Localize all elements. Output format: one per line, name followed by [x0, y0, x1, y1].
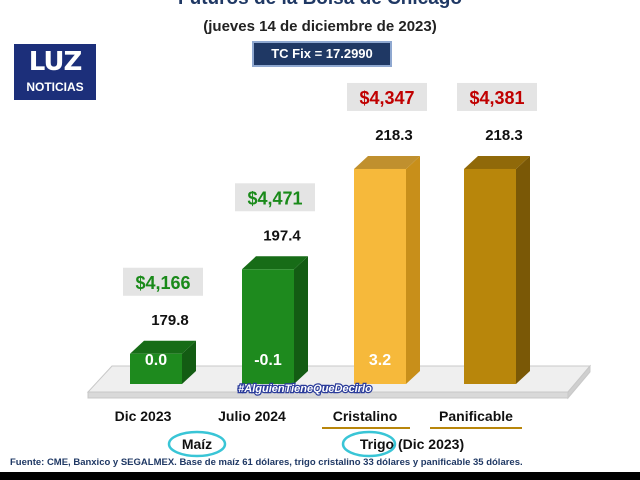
bar-variation-label-0: 0.0: [145, 352, 167, 369]
chart-title: Futuros de la Bolsa de Chicago: [0, 0, 640, 10]
chart-subtitle: (jueves 14 de diciembre de 2023): [203, 18, 437, 35]
bar-top-2: [354, 155, 420, 169]
tc-fix-badge: TC Fix = 17.2990: [252, 41, 392, 67]
group-label-trigo: Trigo (Dic 2023): [360, 436, 464, 452]
bar-3: [464, 168, 516, 384]
price-label-1: $4,471: [247, 188, 302, 208]
bar-value-label-2: 218.3: [375, 127, 413, 144]
category-label-2: Cristalino: [333, 408, 398, 424]
logo-mark: LUZ: [28, 47, 83, 77]
bar-side-0: [182, 340, 196, 384]
category-label-0: Dic 2023: [115, 408, 172, 424]
price-tag-1: [235, 183, 315, 212]
bar-variation-label-1: -0.1: [254, 352, 282, 369]
category-label-3: Panificable: [439, 408, 513, 424]
price-tag-3: [457, 82, 537, 111]
price-tag-2: [347, 82, 427, 111]
bar-value-label-0: 179.8: [151, 312, 189, 329]
group-label-maiz: Maíz: [182, 436, 212, 452]
price-tag-0: [123, 267, 203, 296]
bar-side-2: [406, 155, 420, 384]
group-circle-trigo: [341, 430, 397, 458]
price-label-0: $4,166: [135, 273, 190, 293]
bars-layer: [130, 155, 530, 384]
bar-top-1: [242, 256, 308, 270]
category-label-1: Julio 2024: [218, 408, 286, 424]
bottom-bar: [0, 472, 640, 480]
source-note: Fuente: CME, Banxico y SEGALMEX. Base de…: [10, 457, 523, 468]
watermark-hashtag: #AlguienTieneQueDecirlo: [238, 383, 372, 395]
bar-1: [242, 269, 294, 384]
floor-side: [567, 364, 591, 400]
price-label-3: $4,381: [469, 88, 524, 108]
bar-value-label-3: 218.3: [485, 127, 523, 144]
bar-2: [354, 168, 406, 384]
bar-0: [130, 353, 182, 384]
labels-layer: 0.0 179.8 $4,166 Dic 2023 -0.1 197.4 $4,471 Jul…: [115, 82, 537, 458]
bar-top-3: [464, 155, 530, 169]
bar-side-1: [294, 256, 308, 384]
price-label-2: $4,347: [359, 88, 414, 108]
luz-noticias-logo: LUZ NOTICIAS: [14, 44, 96, 100]
bar-variation-label-2: 3.2: [369, 352, 391, 369]
logo-text: NOTICIAS: [26, 80, 84, 94]
group-circle-maiz: [167, 430, 227, 458]
bar-top-0: [130, 340, 196, 354]
bar-value-label-1: 197.4: [263, 227, 301, 244]
bar-side-3: [516, 155, 530, 384]
